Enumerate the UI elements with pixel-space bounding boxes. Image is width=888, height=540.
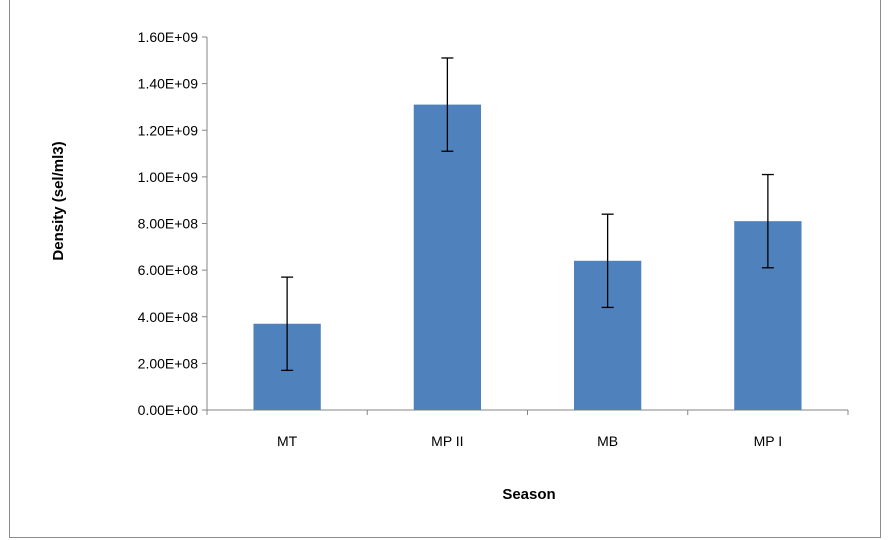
bar-chart: 0.00E+00 2.00E+08 4.00E+08 6.00E+08 8.00E+08… (50, 29, 849, 503)
y-tick-label: 1.60E+09 (138, 29, 199, 45)
x-tick-label: MB (597, 433, 618, 449)
error-bars (281, 57, 774, 372)
y-tick-label: 1.40E+09 (138, 76, 199, 92)
chart-frame: 0.00E+00 2.00E+08 4.00E+08 6.00E+08 8.00E+08… (9, 0, 881, 538)
y-tick-label: 4.00E+08 (138, 309, 199, 325)
y-tick-label: 0.00E+00 (138, 402, 199, 418)
x-tick-label: MP I (754, 433, 783, 449)
bar (413, 104, 482, 410)
y-tick-label: 2.00E+08 (138, 355, 199, 371)
x-tick-label: MT (277, 433, 298, 449)
y-tick-label: 6.00E+08 (138, 262, 199, 278)
y-tick-label: 8.00E+08 (138, 216, 199, 232)
error-bar (281, 276, 294, 372)
y-axis: 0.00E+00 2.00E+08 4.00E+08 6.00E+08 8.00E+08… (138, 29, 208, 418)
y-tick-label: 1.20E+09 (138, 122, 199, 138)
bars (253, 104, 802, 410)
error-bar (601, 213, 614, 309)
error-bar (441, 57, 454, 152)
x-axis-title: Season (502, 486, 555, 503)
y-tick-label: 1.00E+09 (138, 169, 199, 185)
x-tick-label: MP II (431, 433, 463, 449)
error-bar (761, 173, 774, 269)
x-axis: MT MP II MB MP I (206, 409, 849, 449)
y-axis-title: Density (sel/ml3) (50, 141, 67, 260)
